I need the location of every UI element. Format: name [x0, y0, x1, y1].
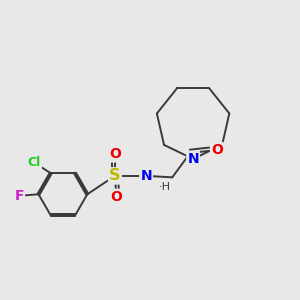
Text: ·H: ·H: [159, 182, 171, 192]
Text: N: N: [140, 169, 152, 183]
Text: O: O: [110, 190, 122, 204]
Text: N: N: [187, 152, 199, 166]
Text: S: S: [109, 168, 121, 183]
Text: O: O: [109, 148, 121, 161]
Text: Cl: Cl: [28, 156, 41, 169]
Text: F: F: [14, 189, 24, 203]
Text: O: O: [211, 143, 223, 157]
